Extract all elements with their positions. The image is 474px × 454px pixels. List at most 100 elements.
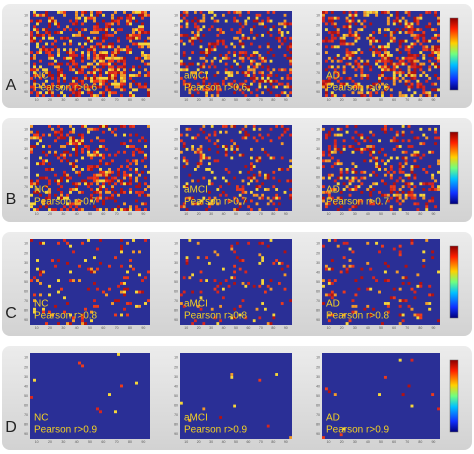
matrix-cell: [216, 19, 220, 23]
matrix-cell: [194, 11, 197, 14]
matrix-cell: [45, 159, 48, 163]
matrix-cell: [99, 188, 102, 191]
x-tick-label: 10: [35, 98, 39, 102]
matrix-cell: [87, 65, 90, 69]
x-tick-label: 40: [222, 326, 226, 330]
matrix-cell: [280, 31, 284, 34]
matrix-cell: [222, 82, 225, 86]
matrix-cell: [369, 287, 373, 291]
matrix-cell: [261, 65, 264, 69]
matrix-cell: [327, 202, 331, 206]
y-tick-label: 50: [24, 166, 28, 170]
matrix-cell: [372, 145, 376, 148]
matrix-cell: [81, 28, 84, 32]
matrix-cell: [357, 147, 361, 151]
matrix-cell: [407, 28, 411, 32]
matrix-cell: [351, 150, 355, 154]
matrix-cell: [120, 16, 123, 20]
matrix-cell: [105, 162, 108, 166]
matrix-cell: [117, 16, 120, 20]
matrix-cell: [422, 33, 426, 37]
group-label: NC: [34, 71, 48, 82]
y-tick-label: 90: [316, 318, 320, 322]
matrix-cell: [102, 36, 105, 40]
matrix-cell: [93, 54, 96, 57]
matrix-cell: [135, 290, 138, 294]
matrix-cell: [205, 76, 208, 80]
matrix-cell: [60, 36, 63, 40]
matrix-cell: [93, 56, 96, 60]
matrix-cell: [66, 62, 69, 66]
matrix-cell: [250, 176, 253, 180]
matrix-cell: [42, 94, 45, 97]
x-tick-label: 70: [115, 212, 119, 216]
matrix-cell: [105, 62, 108, 66]
matrix-cell: [84, 182, 87, 186]
matrix-cell: [99, 74, 102, 77]
matrix-cell: [69, 136, 72, 140]
matrix-cell: [196, 19, 200, 23]
matrix-cell: [144, 156, 147, 160]
matrix-cell: [93, 45, 96, 49]
matrix-cell: [372, 36, 376, 40]
matrix-cell: [108, 190, 111, 194]
matrix-cell: [413, 296, 417, 300]
matrix-cell: [147, 13, 150, 17]
matrix-cell: [129, 139, 132, 143]
matrix-cell: [191, 290, 194, 294]
matrix-cell: [117, 68, 120, 72]
matrix-cell: [238, 170, 242, 174]
matrix-cell: [345, 16, 349, 20]
matrix-cell: [264, 79, 267, 83]
matrix-cell: [383, 153, 387, 157]
matrix-cell: [289, 42, 292, 46]
matrix-cell: [410, 153, 414, 157]
matrix-cell: [87, 85, 90, 89]
matrix-cell: [135, 82, 138, 86]
matrix-cell: [407, 125, 411, 128]
matrix-cell: [241, 190, 245, 194]
matrix-cell: [182, 142, 186, 146]
matrix-cell: [345, 185, 349, 189]
matrix-cell: [138, 31, 141, 34]
matrix-cell: [135, 11, 138, 14]
group-label: aMCI: [184, 71, 208, 82]
matrix-cell: [354, 147, 358, 151]
matrix-cell: [404, 156, 408, 160]
matrix-cell: [241, 56, 245, 60]
matrix-cell: [227, 82, 231, 86]
matrix-cell: [247, 71, 250, 75]
matrix-cell: [386, 76, 390, 80]
matrix-cell: [369, 94, 373, 97]
matrix-cell: [45, 79, 48, 83]
matrix-cell: [81, 364, 84, 368]
matrix-cell: [96, 188, 99, 191]
matrix-cell: [105, 293, 108, 297]
matrix-cell: [348, 179, 352, 183]
matrix-cell: [354, 293, 358, 297]
matrix-cell: [33, 28, 36, 32]
y-tick-label: 30: [316, 33, 320, 37]
matrix-cell: [81, 241, 84, 245]
matrix-cell: [386, 22, 390, 26]
matrix-cell: [250, 31, 253, 34]
matrix-cell: [266, 284, 270, 288]
matrix-cell: [57, 182, 60, 186]
matrix-cell: [278, 202, 281, 206]
matrix-cell: [129, 22, 132, 26]
matrix-cell: [392, 62, 396, 66]
x-tick-label: 80: [271, 212, 275, 216]
matrix-cell: [238, 130, 242, 134]
matrix-cell: [60, 190, 63, 194]
matrix-cell: [129, 125, 132, 128]
matrix-cell: [324, 190, 328, 194]
matrix-cell: [33, 74, 36, 77]
matrix-cell: [401, 199, 405, 203]
matrix-cell: [129, 82, 132, 86]
matrix-cell: [437, 319, 440, 323]
matrix-cell: [354, 51, 358, 54]
matrix-cell: [126, 22, 129, 26]
matrix-cell: [81, 22, 84, 26]
matrix-cell: [250, 91, 253, 95]
matrix-cell: [51, 91, 54, 95]
